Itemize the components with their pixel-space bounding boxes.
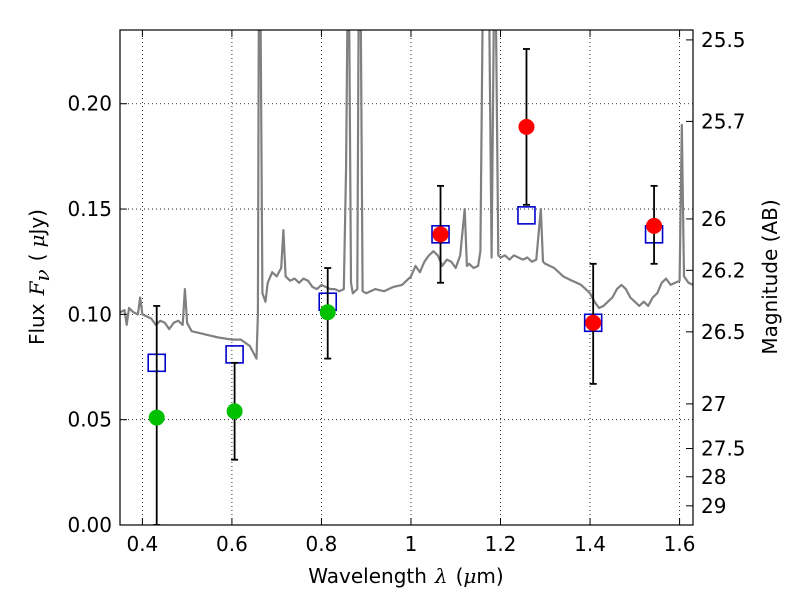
model-photometry-marker <box>517 206 536 225</box>
x-tick-label: 1.4 <box>574 532 606 556</box>
mag-tick-label: 26 <box>701 207 726 231</box>
x-tick-label: 0.4 <box>126 532 158 556</box>
observed-point <box>148 409 165 426</box>
model-spectrum-line <box>120 30 693 360</box>
observed-point <box>518 118 535 135</box>
y2-axis-label: Magnitude (AB) <box>758 199 782 354</box>
observed-point <box>432 226 449 243</box>
y-tick-label: 0.10 <box>67 302 112 326</box>
mag-tick-label: 26.2 <box>701 258 746 282</box>
plot-frame <box>119 29 694 526</box>
x-tick-label: 1 <box>405 532 418 556</box>
observed-point <box>585 314 602 331</box>
axis-ticks: 0.4 0.6 0.8 1 1.2 1.4 1.6 0.00 0.05 0.10 0.15 0.20 2… <box>67 28 745 556</box>
y-axis-label: FluxFν(μJy) <box>25 209 54 345</box>
observed-point <box>646 217 663 234</box>
grid-lines <box>120 30 693 526</box>
y-tick-label: 0.00 <box>67 513 112 537</box>
x-axis-label: Wavelength λ (μm) <box>308 564 503 588</box>
mag-tick-label: 27.5 <box>701 437 746 461</box>
x-tick-label: 0.6 <box>216 532 248 556</box>
x-tick-label: 1.6 <box>664 532 696 556</box>
plot-area <box>120 30 693 525</box>
mag-tick-label: 28 <box>701 465 726 489</box>
x-tick-label: 1.2 <box>485 532 517 556</box>
y-tick-label: 0.05 <box>67 408 112 432</box>
model-photometry-marker <box>225 345 244 364</box>
mag-tick-label: 26.5 <box>701 320 746 344</box>
mag-tick-label: 25.5 <box>701 28 746 52</box>
mag-tick-label: 27 <box>701 392 726 416</box>
mag-tick-label: 25.7 <box>701 109 746 133</box>
observed-point <box>226 403 243 420</box>
mag-tick-label: 29 <box>701 494 726 518</box>
x-tick-label: 0.8 <box>306 532 338 556</box>
y-tick-label: 0.15 <box>67 197 112 221</box>
y-tick-label: 0.20 <box>67 92 112 116</box>
observed-point <box>319 304 336 321</box>
